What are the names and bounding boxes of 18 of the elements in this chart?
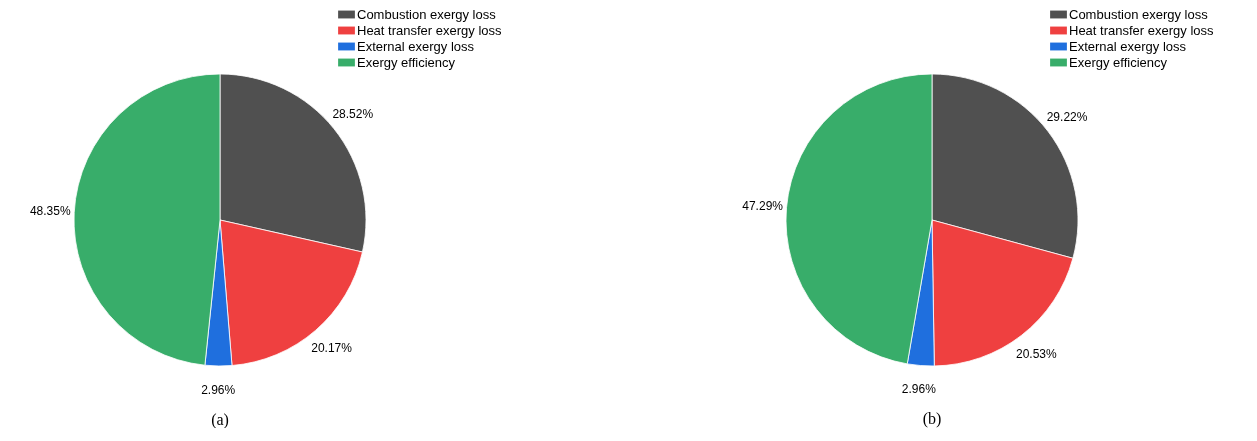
legend-label: External exergy loss: [1069, 38, 1187, 54]
data-label: 48.35%: [29, 204, 71, 219]
data-label: 20.17%: [311, 341, 353, 356]
legend-label: Exergy efficiency: [357, 54, 456, 70]
legend-label: Heat transfer exergy loss: [357, 22, 502, 38]
legend-label: External exergy loss: [357, 38, 475, 54]
data-label: 28.52%: [332, 106, 374, 121]
legend-label: Exergy efficiency: [1069, 54, 1168, 70]
legend-label: Combustion exergy loss: [1069, 6, 1209, 22]
data-label: 20.53%: [1015, 347, 1057, 362]
data-label: 2.96%: [901, 382, 937, 397]
legend-label: Combustion exergy loss: [357, 6, 497, 22]
text: (b): [922, 410, 942, 429]
legend-label: Heat transfer exergy loss: [1069, 22, 1214, 38]
text: (a): [211, 410, 229, 429]
data-label: 2.96%: [201, 382, 236, 397]
data-label: 29.22%: [1046, 109, 1088, 124]
data-label: 47.29%: [742, 198, 784, 213]
